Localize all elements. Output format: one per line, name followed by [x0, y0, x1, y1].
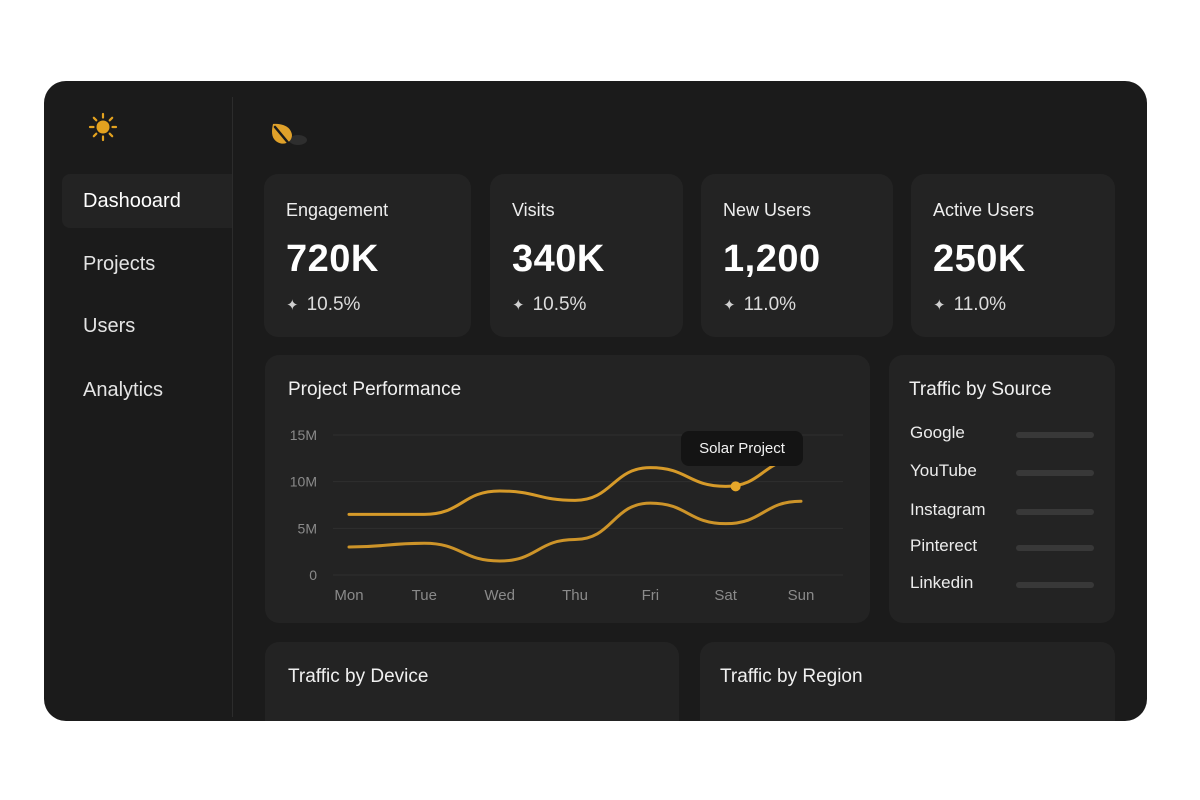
- chart-tooltip: Solar Project: [681, 431, 803, 466]
- sparkle-icon: ✦: [286, 297, 299, 314]
- list-item: YouTube: [910, 461, 1100, 485]
- stat-card-visits: Visits 340K ✦ 10.5%: [490, 174, 683, 337]
- sidebar-item-projects[interactable]: Projects: [62, 237, 233, 291]
- stat-delta: ✦ 10.5%: [286, 294, 360, 316]
- source-label: YouTube: [910, 461, 977, 480]
- stat-delta-value: 11.0%: [743, 294, 797, 315]
- y-tick-label: 15M: [290, 427, 317, 443]
- sidebar: Dashooard Projects Users Analytics: [44, 81, 233, 721]
- sidebar-item-label: Projects: [83, 252, 156, 275]
- project-performance-panel: Project Performance 0 5M 10M 15M Mon Tue Wed Th…: [265, 355, 870, 623]
- project-performance-chart: 0 5M 10M 15M Mon Tue Wed Thu Fri Sat Sun: [290, 427, 843, 604]
- source-label: Google: [910, 423, 965, 442]
- source-label: Instagram: [910, 500, 986, 519]
- stat-title: Visits: [512, 200, 555, 220]
- stat-delta-value: 10.5%: [532, 294, 587, 315]
- stat-value: 720K: [286, 238, 379, 280]
- sidebar-item-label: Dashooard: [83, 189, 181, 212]
- x-tick-label: Mon: [334, 587, 363, 604]
- source-bar: [1016, 509, 1094, 515]
- stat-value: 340K: [512, 238, 605, 280]
- source-label: Linkedin: [910, 573, 974, 592]
- sidebar-item-dashboard[interactable]: Dashooard: [62, 174, 233, 228]
- y-tick-label: 5M: [298, 520, 317, 536]
- source-bar: [1016, 470, 1094, 476]
- sidebar-item-users[interactable]: Users: [62, 299, 233, 353]
- sidebar-divider: [232, 97, 233, 717]
- panel-title: Traffic by Region: [720, 666, 863, 687]
- stat-card-active-users: Active Users 250K ✦ 11.0%: [911, 174, 1115, 337]
- source-bar: [1016, 582, 1094, 588]
- source-bar: [1016, 545, 1094, 551]
- y-tick-label: 0: [309, 567, 317, 583]
- list-item: Google: [910, 423, 1100, 447]
- sparkle-icon: ✦: [723, 297, 736, 314]
- stat-value: 1,200: [723, 238, 821, 280]
- series-line-1: [347, 456, 803, 516]
- source-bar: [1016, 432, 1094, 438]
- sidebar-item-analytics[interactable]: Analytics: [62, 363, 233, 417]
- stat-title: Active Users: [933, 200, 1035, 220]
- stat-delta-value: 10.5%: [306, 294, 361, 315]
- list-item: Linkedin: [910, 573, 1100, 597]
- x-tick-label: Tue: [412, 587, 437, 604]
- stat-value: 250K: [933, 238, 1026, 280]
- y-tick-label: 10M: [290, 474, 317, 490]
- stat-card-engagement: Engagement 720K ✦ 10.5%: [264, 174, 471, 337]
- highlight-point[interactable]: [730, 481, 741, 492]
- traffic-source-panel: Traffic by Source Google YouTube Instagr…: [889, 355, 1115, 623]
- stat-title: Engagement: [286, 200, 389, 220]
- list-item: Instagram: [910, 500, 1100, 524]
- x-tick-label: Thu: [562, 587, 588, 604]
- stat-delta: ✦ 10.5%: [512, 294, 586, 316]
- list-item: Pinterect: [910, 536, 1100, 560]
- x-tick-label: Fri: [642, 587, 660, 604]
- x-tick-label: Sun: [788, 587, 815, 604]
- sparkle-icon: ✦: [933, 297, 946, 314]
- sun-icon: [88, 112, 118, 142]
- series-line-2: [347, 499, 803, 563]
- leaf-icon: [272, 123, 307, 147]
- stat-delta-value: 11.0%: [953, 294, 1007, 315]
- x-tick-label: Sat: [714, 587, 737, 604]
- sidebar-item-label: Users: [83, 314, 136, 337]
- source-label: Pinterect: [910, 536, 978, 555]
- panel-title: Project Performance: [288, 379, 462, 400]
- traffic-device-panel: Traffic by Device: [265, 642, 679, 721]
- panel-title: Traffic by Source: [909, 379, 1052, 400]
- sidebar-item-label: Analytics: [83, 378, 164, 401]
- stat-card-new-users: New Users 1,200 ✦ 11.0%: [701, 174, 893, 337]
- stat-delta: ✦ 11.0%: [933, 294, 1006, 316]
- stat-title: New Users: [723, 200, 812, 220]
- stat-delta: ✦ 11.0%: [723, 294, 796, 316]
- panel-title: Traffic by Device: [288, 666, 429, 687]
- x-tick-label: Wed: [484, 587, 515, 604]
- sparkle-icon: ✦: [512, 297, 525, 314]
- app-window: Dashooard Projects Users Analytics Engag…: [44, 81, 1147, 721]
- traffic-region-panel: Traffic by Region: [700, 642, 1115, 721]
